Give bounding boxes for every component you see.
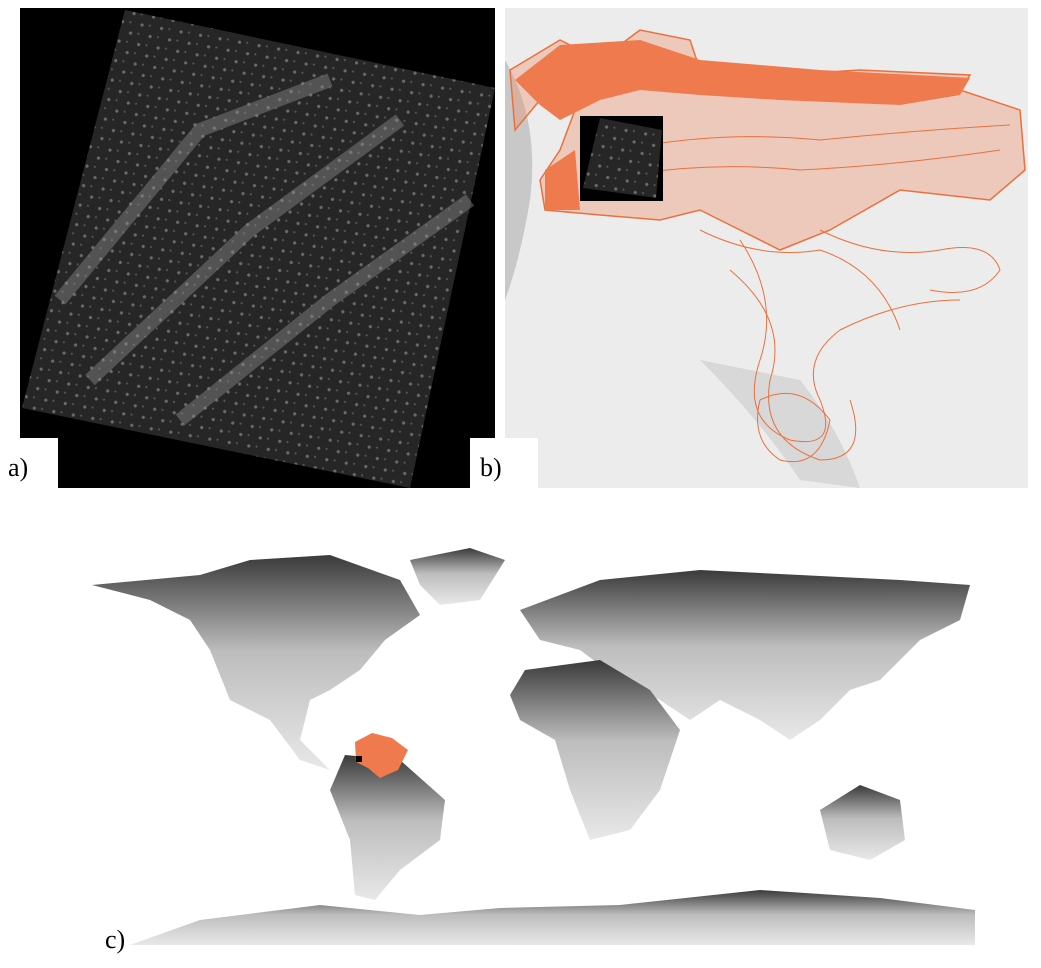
figure: a) b): [0, 0, 1041, 968]
panel-label: b): [480, 453, 502, 482]
greenland: [410, 548, 505, 605]
australia: [820, 785, 905, 860]
antarctica: [130, 890, 975, 945]
panel-c: c): [92, 548, 975, 954]
continents: [92, 548, 975, 945]
panel-a: a): [0, 8, 495, 488]
panel-b: b): [470, 8, 1028, 488]
panel-label: c): [105, 925, 125, 954]
scene-footprint: [356, 756, 362, 762]
panel-label: a): [8, 453, 28, 482]
south-america: [330, 755, 445, 900]
